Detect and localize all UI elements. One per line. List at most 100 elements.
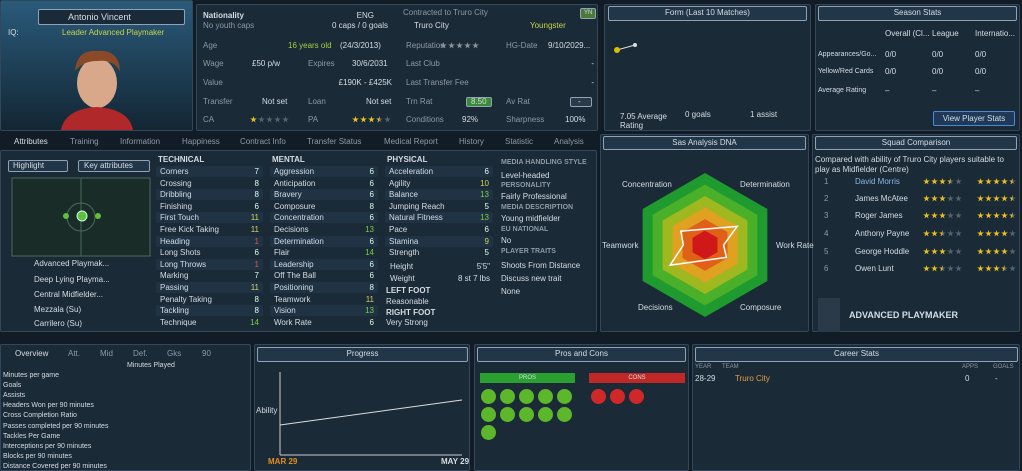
pro-icon (481, 425, 496, 440)
pro-icon (557, 407, 572, 422)
label: – (932, 86, 937, 95)
row-bg (156, 212, 263, 224)
star (1001, 212, 1008, 219)
star (985, 265, 992, 272)
label: Average Rating (818, 87, 867, 94)
label: 1 (254, 236, 259, 246)
label: 8 (254, 306, 259, 316)
label: Heading (160, 236, 190, 246)
label: 6 (824, 264, 829, 273)
star (955, 195, 962, 202)
tab[interactable]: Contract Info (240, 137, 286, 146)
view-stats-button[interactable]: View Player Stats (942, 114, 1006, 123)
label: 0 goals (685, 110, 711, 119)
role[interactable]: Central Midfielder... (34, 290, 103, 299)
label: EU NATIONAL (501, 226, 549, 233)
star (1009, 265, 1016, 272)
star (985, 212, 992, 219)
dropdown-label[interactable]: Highlight (13, 161, 45, 170)
label: 13 (365, 306, 374, 316)
label: 6 (484, 167, 489, 176)
label: Av Rat (506, 97, 530, 106)
label: Compared with ability of Truro City play… (815, 155, 1004, 174)
label: Corners (160, 167, 189, 176)
star (993, 230, 1000, 237)
tab[interactable]: Gks (167, 349, 182, 358)
career-panel (692, 344, 1020, 471)
tab[interactable]: Def. (133, 349, 148, 358)
role[interactable]: Carrilero (Su) (34, 319, 83, 328)
tab[interactable]: 90 (202, 349, 211, 358)
label: APPS (962, 364, 979, 370)
row-bg (270, 189, 378, 201)
label: 6 (369, 236, 374, 246)
label: MENTAL (272, 155, 305, 164)
tab[interactable]: Mid (100, 349, 113, 358)
label: 1 assist (750, 110, 778, 119)
tab[interactable]: Attributes (14, 137, 48, 146)
tab[interactable]: Analysis (554, 137, 584, 146)
label: Determination (274, 236, 324, 246)
label: £50 p/w (252, 59, 281, 68)
tab[interactable]: Overview (15, 349, 49, 358)
tab[interactable]: Information (120, 137, 161, 146)
role[interactable]: Deep Lying Playma... (34, 275, 110, 284)
tab[interactable]: Training (70, 137, 99, 146)
dropdown-label[interactable]: Key attributes (84, 161, 133, 170)
label: Reasonable (386, 297, 429, 306)
star (939, 265, 946, 272)
tab[interactable]: History (459, 137, 484, 146)
label: 9 (484, 236, 489, 246)
label: 6 (369, 271, 374, 281)
panel-header (477, 347, 686, 362)
label: Determination (740, 180, 790, 189)
label: Work Rate (776, 241, 814, 250)
label: 8 (369, 283, 374, 292)
con-icon (629, 389, 644, 404)
star (923, 195, 930, 202)
label: ENG (356, 11, 374, 20)
label: PERSONALITY (501, 182, 551, 189)
label: Composure (274, 201, 316, 211)
label: Ability (256, 406, 278, 415)
label: 6 (369, 259, 374, 269)
role[interactable]: Mezzala (Su) (34, 305, 82, 314)
star (1009, 212, 1016, 219)
star (1001, 178, 1008, 185)
badge (580, 8, 596, 19)
pro-icon (538, 407, 553, 422)
tab[interactable]: Transfer Status (307, 137, 362, 146)
dropdown (78, 160, 150, 172)
role[interactable]: Advanced Playmak... (34, 259, 110, 268)
label: Technique (160, 317, 197, 327)
rating-badge (570, 97, 592, 107)
label: Last Transfer Fee (406, 78, 469, 87)
label: Truro City (735, 374, 770, 383)
tab[interactable]: Att. (68, 349, 81, 358)
star (448, 42, 455, 49)
label: TECHNICAL (158, 155, 205, 164)
label: 5 (484, 201, 489, 211)
label: Flair (274, 248, 290, 258)
tab[interactable]: Medical Report (384, 137, 438, 146)
label: 7 (254, 167, 259, 176)
label: 14 (250, 317, 259, 327)
label: Height (390, 262, 414, 271)
pro-icon (538, 389, 553, 404)
label: Penalty Taking (160, 294, 212, 304)
label: Youngster (530, 21, 566, 30)
row-bg (385, 235, 493, 247)
label: LEFT FOOT (386, 286, 431, 295)
star (368, 116, 375, 123)
tab[interactable]: Statistic (505, 137, 534, 146)
label: Conditions (406, 115, 444, 124)
progress-panel (254, 344, 470, 471)
label: Last Club (406, 59, 440, 68)
label: Work Rate (274, 317, 312, 327)
tab[interactable]: Happiness (182, 137, 220, 146)
label: Truro City (414, 21, 449, 30)
label: Decisions (638, 303, 673, 312)
label: 14 (365, 248, 374, 258)
row-bg (270, 166, 378, 177)
label: League (932, 29, 959, 38)
